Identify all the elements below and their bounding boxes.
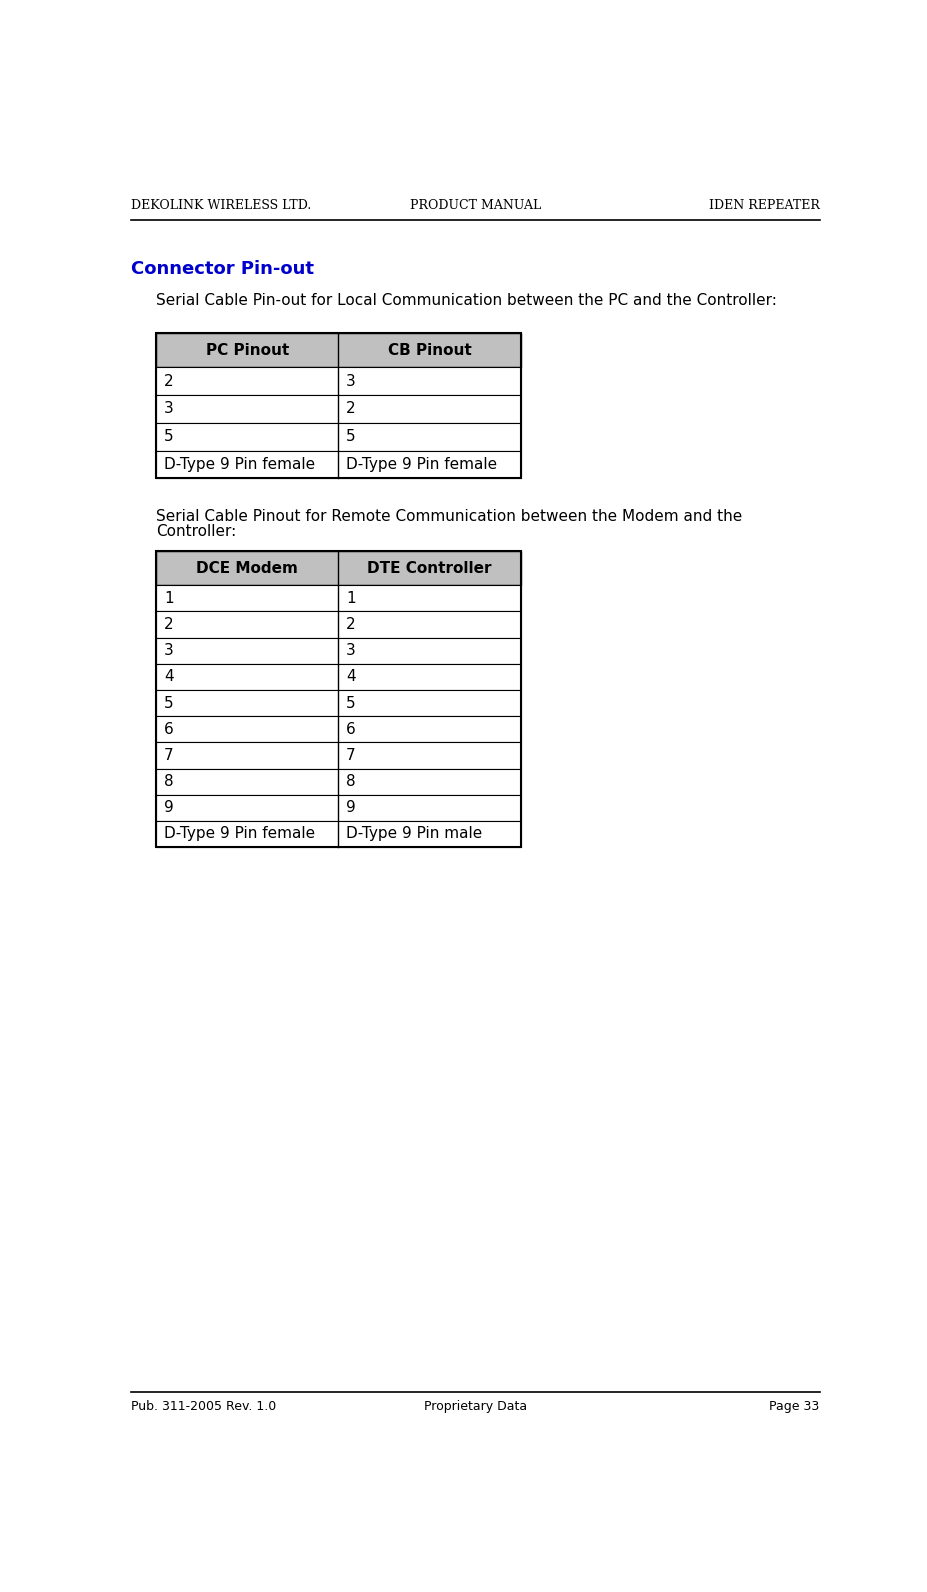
Text: PRODUCT MANUAL: PRODUCT MANUAL	[410, 199, 540, 212]
Bar	[156, 451, 520, 478]
Text: 5: 5	[164, 430, 173, 444]
Text: D-Type 9 Pin female: D-Type 9 Pin female	[164, 457, 315, 471]
Text: 8: 8	[346, 774, 355, 790]
Text: D-Type 9 Pin female: D-Type 9 Pin female	[346, 457, 497, 471]
Text: Connector Pin-out: Connector Pin-out	[132, 261, 314, 279]
Bar	[156, 821, 520, 847]
Text: Controller:: Controller:	[156, 524, 236, 540]
Text: 6: 6	[164, 721, 173, 737]
Text: 1: 1	[346, 591, 355, 607]
Text: Serial Cable Pinout for Remote Communication between the Modem and the: Serial Cable Pinout for Remote Communica…	[156, 509, 742, 524]
Text: 5: 5	[164, 696, 173, 710]
Bar	[156, 716, 520, 742]
Text: 3: 3	[164, 643, 173, 657]
Text: DCE Modem: DCE Modem	[197, 560, 298, 576]
Text: 7: 7	[164, 748, 173, 763]
Bar	[156, 794, 520, 821]
Text: 8: 8	[164, 774, 173, 790]
Text: 6: 6	[346, 721, 356, 737]
Text: 2: 2	[164, 374, 173, 388]
Text: 1: 1	[164, 591, 173, 607]
Bar	[156, 586, 520, 611]
Text: Serial Cable Pin-out for Local Communication between the PC and the Controller:: Serial Cable Pin-out for Local Communica…	[156, 293, 776, 307]
Text: 3: 3	[346, 643, 356, 657]
Text: Pub. 311-2005 Rev. 1.0: Pub. 311-2005 Rev. 1.0	[132, 1399, 276, 1412]
Text: D-Type 9 Pin male: D-Type 9 Pin male	[346, 826, 482, 842]
Bar	[156, 333, 520, 478]
Text: 5: 5	[346, 696, 355, 710]
Text: PC Pinout: PC Pinout	[206, 342, 288, 358]
Text: Proprietary Data: Proprietary Data	[424, 1399, 527, 1412]
Text: D-Type 9 Pin female: D-Type 9 Pin female	[164, 826, 315, 842]
Text: 3: 3	[346, 374, 356, 388]
Bar	[156, 742, 520, 769]
Text: 2: 2	[164, 618, 173, 632]
Text: 2: 2	[346, 401, 355, 417]
Bar	[156, 395, 520, 423]
Text: DTE Controller: DTE Controller	[367, 560, 491, 576]
Text: 4: 4	[346, 669, 355, 685]
Text: DEKOLINK WIRELESS LTD.: DEKOLINK WIRELESS LTD.	[132, 199, 311, 212]
Text: 3: 3	[164, 401, 173, 417]
Text: Page 33: Page 33	[768, 1399, 819, 1412]
Bar	[156, 611, 520, 638]
Text: 7: 7	[346, 748, 355, 763]
Text: 9: 9	[164, 801, 173, 815]
Text: CB Pinout: CB Pinout	[387, 342, 471, 358]
Bar	[156, 333, 520, 368]
Bar	[156, 769, 520, 794]
Bar	[156, 689, 520, 716]
Text: 4: 4	[164, 669, 173, 685]
Bar	[156, 551, 520, 847]
Bar	[156, 423, 520, 451]
Bar	[156, 638, 520, 664]
Bar	[156, 368, 520, 395]
Text: 5: 5	[346, 430, 355, 444]
Bar	[156, 664, 520, 689]
Text: 9: 9	[346, 801, 356, 815]
Text: 2: 2	[346, 618, 355, 632]
Bar	[156, 551, 520, 586]
Text: IDEN REPEATER: IDEN REPEATER	[708, 199, 819, 212]
